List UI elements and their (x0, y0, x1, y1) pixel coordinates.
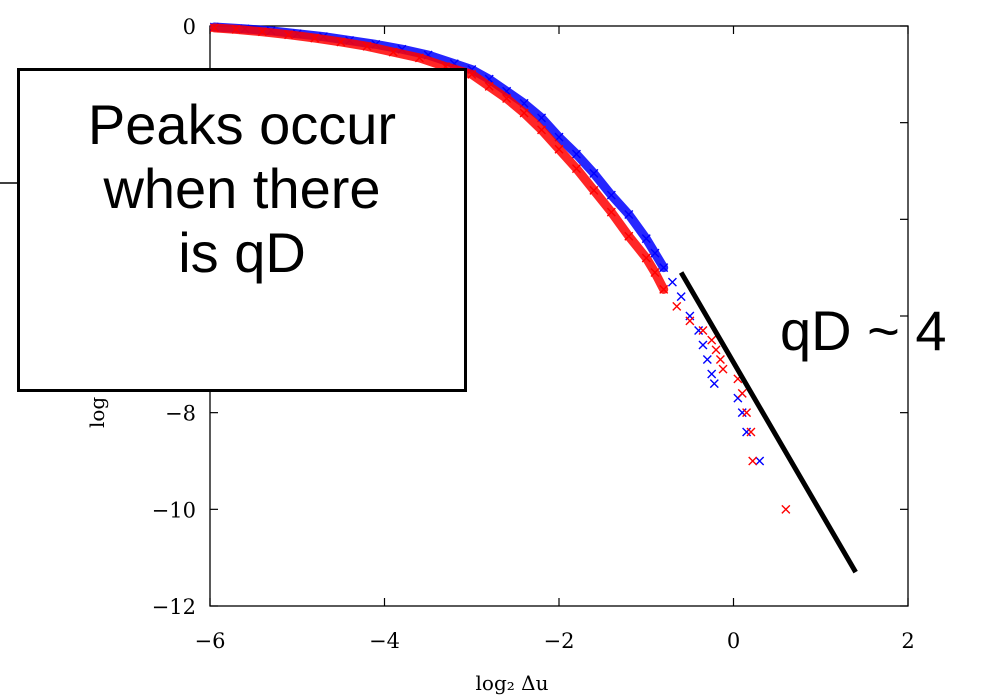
data-point (710, 380, 718, 388)
data-point (749, 457, 757, 465)
y-tick-label: 0 (183, 15, 196, 39)
callout-text: Peaks occur when there is qD (20, 93, 464, 285)
data-point (782, 505, 790, 513)
data-point (743, 428, 751, 436)
data-point (738, 409, 746, 417)
data-point (686, 317, 694, 325)
data-point (756, 457, 764, 465)
data-point (708, 370, 716, 378)
x-tick-label: 2 (901, 629, 914, 653)
x-tick-label: −4 (369, 629, 400, 653)
data-point (699, 327, 707, 335)
x-axis-label: log₂ Δu (476, 671, 549, 695)
y-tick-label: −10 (152, 498, 196, 522)
data-point (699, 341, 707, 349)
data-point (677, 293, 685, 301)
x-tick-label: 0 (727, 629, 740, 653)
data-point (743, 409, 751, 417)
callout-line-2: when there (20, 157, 464, 221)
x-tick-label: −2 (544, 629, 575, 653)
data-point (712, 346, 720, 354)
data-point (703, 356, 711, 364)
data-point (673, 302, 681, 310)
data-point (719, 365, 727, 373)
data-point (695, 327, 703, 335)
callout-line-1: Peaks occur (20, 93, 464, 157)
data-point (716, 356, 724, 364)
y-tick-label: −8 (165, 402, 196, 426)
data-point (668, 278, 676, 286)
data-point (708, 336, 716, 344)
y-tick-label: −12 (152, 595, 196, 619)
y-axis-label-fragment: log (85, 397, 109, 428)
labels-group: log₂ Δu log (85, 397, 549, 695)
data-point (747, 428, 755, 436)
callout-box: Peaks occur when there is qD (17, 68, 467, 392)
x-tick-label: −6 (195, 629, 226, 653)
data-point (738, 389, 746, 397)
reference-line-label: qD ~ 4 (780, 298, 947, 363)
callout-line-3: is qD (20, 221, 464, 285)
